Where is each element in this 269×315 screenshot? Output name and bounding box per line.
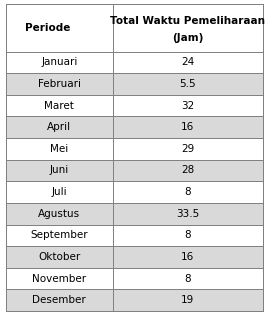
Bar	[113, 225, 263, 246]
Text: Periode: Periode	[25, 23, 70, 33]
Text: 16: 16	[181, 252, 194, 262]
Bar	[6, 95, 113, 117]
Text: Maret: Maret	[44, 100, 74, 111]
Bar	[113, 73, 263, 95]
Bar	[113, 203, 263, 225]
Bar	[113, 52, 263, 73]
Text: Januari: Januari	[41, 57, 77, 67]
Text: 8: 8	[185, 187, 191, 197]
Bar	[113, 246, 263, 268]
Text: 5.5: 5.5	[179, 79, 196, 89]
Bar	[6, 138, 113, 160]
Text: (Jam): (Jam)	[172, 33, 204, 43]
Text: Total Waktu Pemeliharaan: Total Waktu Pemeliharaan	[110, 16, 265, 26]
Bar	[6, 117, 113, 138]
Bar	[113, 160, 263, 181]
Bar	[113, 117, 263, 138]
Bar	[113, 181, 263, 203]
Text: 33.5: 33.5	[176, 209, 199, 219]
Text: November: November	[32, 273, 86, 284]
Bar	[6, 4, 113, 52]
Text: 8: 8	[185, 230, 191, 240]
Text: 28: 28	[181, 165, 194, 175]
Bar	[6, 289, 113, 311]
Text: September: September	[30, 230, 88, 240]
Text: 32: 32	[181, 100, 194, 111]
Bar	[6, 181, 113, 203]
Bar	[6, 160, 113, 181]
Text: Juli: Juli	[52, 187, 67, 197]
Text: Mei: Mei	[50, 144, 68, 154]
Text: April: April	[47, 122, 71, 132]
Text: 8: 8	[185, 273, 191, 284]
Text: Juni: Juni	[50, 165, 69, 175]
Text: 19: 19	[181, 295, 194, 305]
Text: Desember: Desember	[33, 295, 86, 305]
Bar	[113, 138, 263, 160]
Bar	[6, 268, 113, 289]
Bar	[6, 246, 113, 268]
Bar	[113, 95, 263, 117]
Bar	[113, 289, 263, 311]
Bar	[113, 4, 263, 52]
Bar	[113, 268, 263, 289]
Text: 24: 24	[181, 57, 194, 67]
Bar	[6, 52, 113, 73]
Text: Oktober: Oktober	[38, 252, 80, 262]
Text: 29: 29	[181, 144, 194, 154]
Bar	[6, 225, 113, 246]
Text: Agustus: Agustus	[38, 209, 80, 219]
Text: 16: 16	[181, 122, 194, 132]
Bar	[6, 203, 113, 225]
Bar	[6, 73, 113, 95]
Text: Februari: Februari	[38, 79, 81, 89]
